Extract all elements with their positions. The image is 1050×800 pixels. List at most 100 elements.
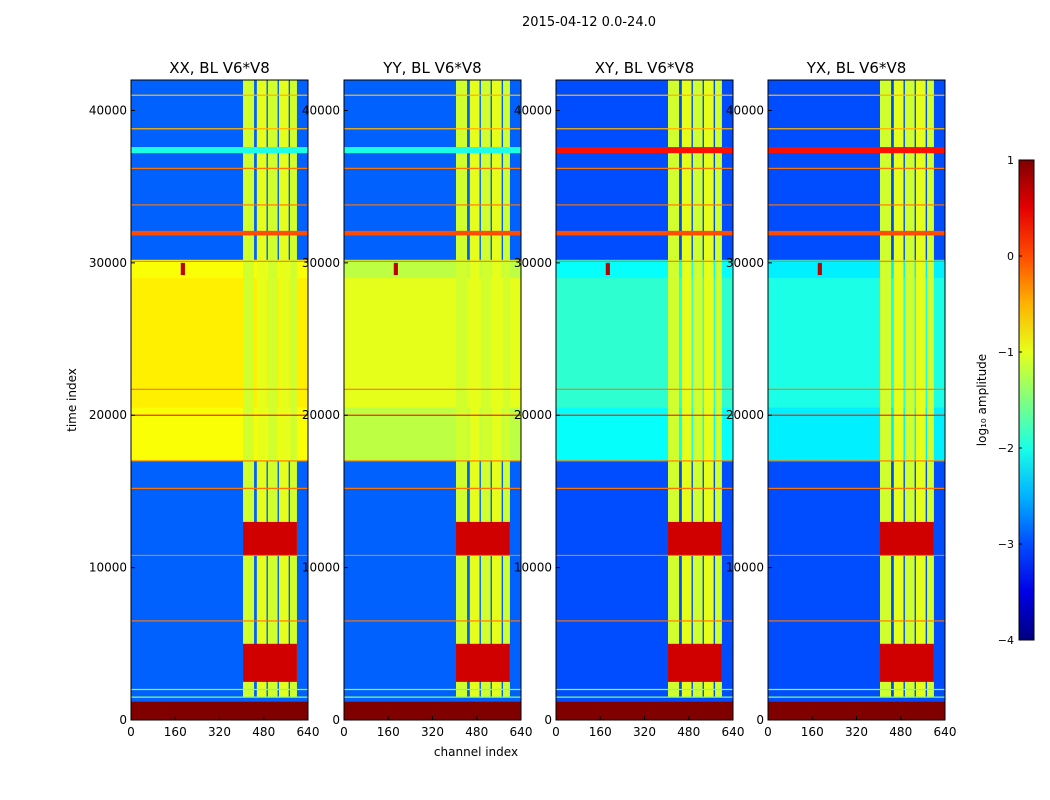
heatmap-band [904,80,915,698]
x-axis-label: channel index [434,745,518,759]
panel-title: YY, BL V6*V8 [382,59,481,77]
x-tick-label: 320 [845,725,868,739]
y-tick-label: 30000 [89,256,127,270]
x-tick-label: 160 [589,725,612,739]
panel-title: XX, BL V6*V8 [169,59,270,77]
heatmap-band [768,230,945,236]
figure-title: 2015-04-12 0.0-24.0 [522,15,656,30]
heatmap-band [344,278,521,408]
y-tick-label: 0 [544,713,552,727]
y-tick-label: 30000 [514,256,552,270]
heatmap-band [131,278,308,408]
y-axis-label: time index [65,368,79,432]
heatmap-band [278,80,289,698]
heatmap-band [491,80,502,698]
x-tick-label: 640 [722,725,745,739]
heatmap-band [469,80,480,698]
colorbar-tick-label: −1 [998,346,1014,359]
heatmap-band [817,262,822,276]
x-tick-label: 480 [677,725,700,739]
x-tick-label: 320 [633,725,656,739]
y-tick-label: 40000 [514,103,552,117]
heatmap-band [267,80,278,698]
x-tick-label: 0 [764,725,772,739]
panel-2: YY, BL V6*V8 0 160 320 480 640 0 10000 20000 3000… [302,59,533,739]
heatmap-band [556,278,733,408]
y-tick-label: 20000 [726,408,764,422]
y-tick-label: 30000 [302,256,340,270]
heatmap-band [768,147,945,154]
heatmap-band [681,80,692,698]
heatmap-band [480,80,491,698]
y-tick-label: 20000 [514,408,552,422]
panel-title: YX, BL V6*V8 [806,59,907,77]
heatmap-band [556,230,733,236]
panel-4: YX, BL V6*V8 0 160 320 480 640 0 10000 20000 3000… [726,59,957,739]
x-tick-label: 480 [465,725,488,739]
heatmap-band [668,643,722,682]
heatmap-band [668,80,680,698]
heatmap-band [503,80,510,698]
y-tick-label: 30000 [726,256,764,270]
y-tick-label: 10000 [726,561,764,575]
y-tick-label: 40000 [89,103,127,117]
y-tick-label: 0 [332,713,340,727]
colorbar-tick-label: −3 [998,538,1014,551]
heatmap-band [344,230,521,236]
x-tick-label: 0 [340,725,348,739]
panel-1: XX, BL V6*V8 0 160 320 480 640 0 10000 20000 3000… [89,59,320,739]
heatmap-band [131,701,308,720]
x-tick-label: 160 [801,725,824,739]
y-tick-label: 20000 [302,408,340,422]
x-tick-label: 640 [934,725,957,739]
heatmap-band [290,80,297,698]
y-tick-label: 20000 [89,408,127,422]
heatmap-band [180,262,185,276]
colorbar-tick-label: 0 [1007,250,1014,263]
y-tick-label: 40000 [302,103,340,117]
y-tick-label: 10000 [514,561,552,575]
heatmap-band [605,262,610,276]
heatmap-band [256,80,267,698]
heatmap-band [893,80,904,698]
heatmap-band [243,80,255,698]
x-tick-label: 480 [889,725,912,739]
colorbar-tick-label: −2 [998,442,1014,455]
heatmap-band [131,230,308,236]
x-tick-label: 0 [552,725,560,739]
x-tick-label: 0 [127,725,135,739]
heatmap-band [456,643,510,682]
colorbar-gradient [1019,160,1034,640]
heatmap-band [393,262,398,276]
y-tick-label: 40000 [726,103,764,117]
heatmap-band [880,643,934,682]
colorbar-label: log₁₀ amplitude [975,354,989,446]
heatmap-band [915,80,926,698]
heatmap-band [131,147,308,154]
heatmap-band [556,147,733,154]
heatmap-band [243,643,297,682]
x-tick-label: 320 [208,725,231,739]
heatmap-band [880,80,892,698]
colorbar-tick-label: 1 [1007,154,1014,167]
heatmap-band [703,80,714,698]
heatmap-band [556,701,733,720]
colorbar-frame [1018,159,1035,641]
heatmap-band [768,278,945,408]
heatmap-band [344,147,521,154]
heatmap-band [344,701,521,720]
y-tick-label: 10000 [89,561,127,575]
colorbar-tick-label: −4 [998,634,1014,647]
panel-title: XY, BL V6*V8 [595,59,695,77]
y-tick-label: 0 [756,713,764,727]
heatmap-band [243,521,297,556]
x-tick-label: 640 [297,725,320,739]
heatmap-band [692,80,703,698]
heatmap-band [668,521,722,556]
x-tick-label: 480 [252,725,275,739]
heatmap-band [880,521,934,556]
heatmap-band [456,80,468,698]
heatmap-band [456,521,510,556]
heatmap-band [927,80,934,698]
